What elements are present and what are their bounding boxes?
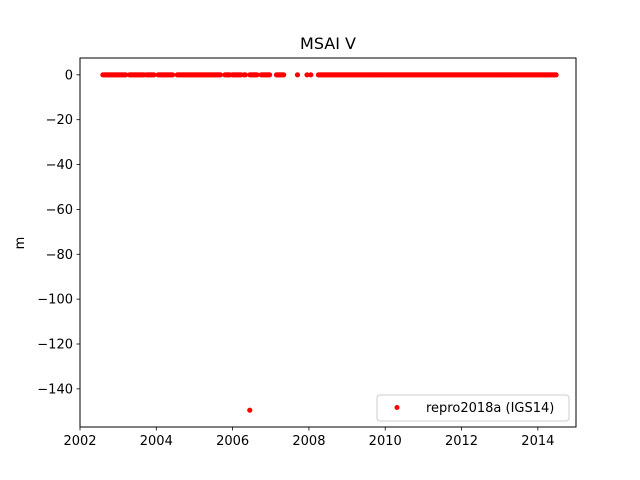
y-tick-label: −20 xyxy=(46,113,73,128)
x-tick-label: 2006 xyxy=(216,434,249,449)
data-point xyxy=(267,72,273,78)
y-tick-label: −140 xyxy=(37,382,73,397)
x-axis-ticks: 2002 2004 2006 2008 2010 2012 2014 xyxy=(63,427,554,449)
x-tick-label: 2008 xyxy=(292,434,325,449)
legend-box xyxy=(376,394,570,422)
data-point xyxy=(170,72,176,78)
data-point xyxy=(123,72,129,78)
data-point xyxy=(242,72,248,78)
y-tick-label: −60 xyxy=(46,203,73,218)
data-point xyxy=(308,72,314,78)
data-point xyxy=(281,72,287,78)
y-tick-label: −40 xyxy=(46,158,73,173)
legend-marker xyxy=(394,405,400,410)
y-tick-label: −100 xyxy=(37,293,73,308)
chart-title: MSAI V xyxy=(300,34,356,53)
x-tick-label: 2010 xyxy=(369,434,402,449)
legend: repro2018a (IGS14) xyxy=(376,394,570,422)
legend-label: repro2018a (IGS14) xyxy=(426,401,554,416)
x-tick-label: 2004 xyxy=(140,434,173,449)
data-points xyxy=(100,72,559,413)
data-point xyxy=(254,72,260,78)
data-point xyxy=(217,72,224,78)
data-point xyxy=(151,72,157,78)
y-axis-ticks: 0 −20 −40 −60 −80 −100 −120 −140 xyxy=(37,68,80,397)
plot-frame xyxy=(79,57,577,428)
x-tick-label: 2012 xyxy=(445,434,478,449)
data-point xyxy=(247,407,253,413)
y-tick-label: −120 xyxy=(37,338,73,353)
data-point xyxy=(294,72,301,78)
x-tick-label: 2002 xyxy=(63,434,96,449)
data-point xyxy=(553,72,559,78)
y-tick-label: −80 xyxy=(46,248,73,263)
y-tick-label: 0 xyxy=(65,68,73,83)
x-tick-label: 2014 xyxy=(521,434,554,449)
data-point xyxy=(304,72,310,78)
y-axis-label: m xyxy=(13,237,28,250)
